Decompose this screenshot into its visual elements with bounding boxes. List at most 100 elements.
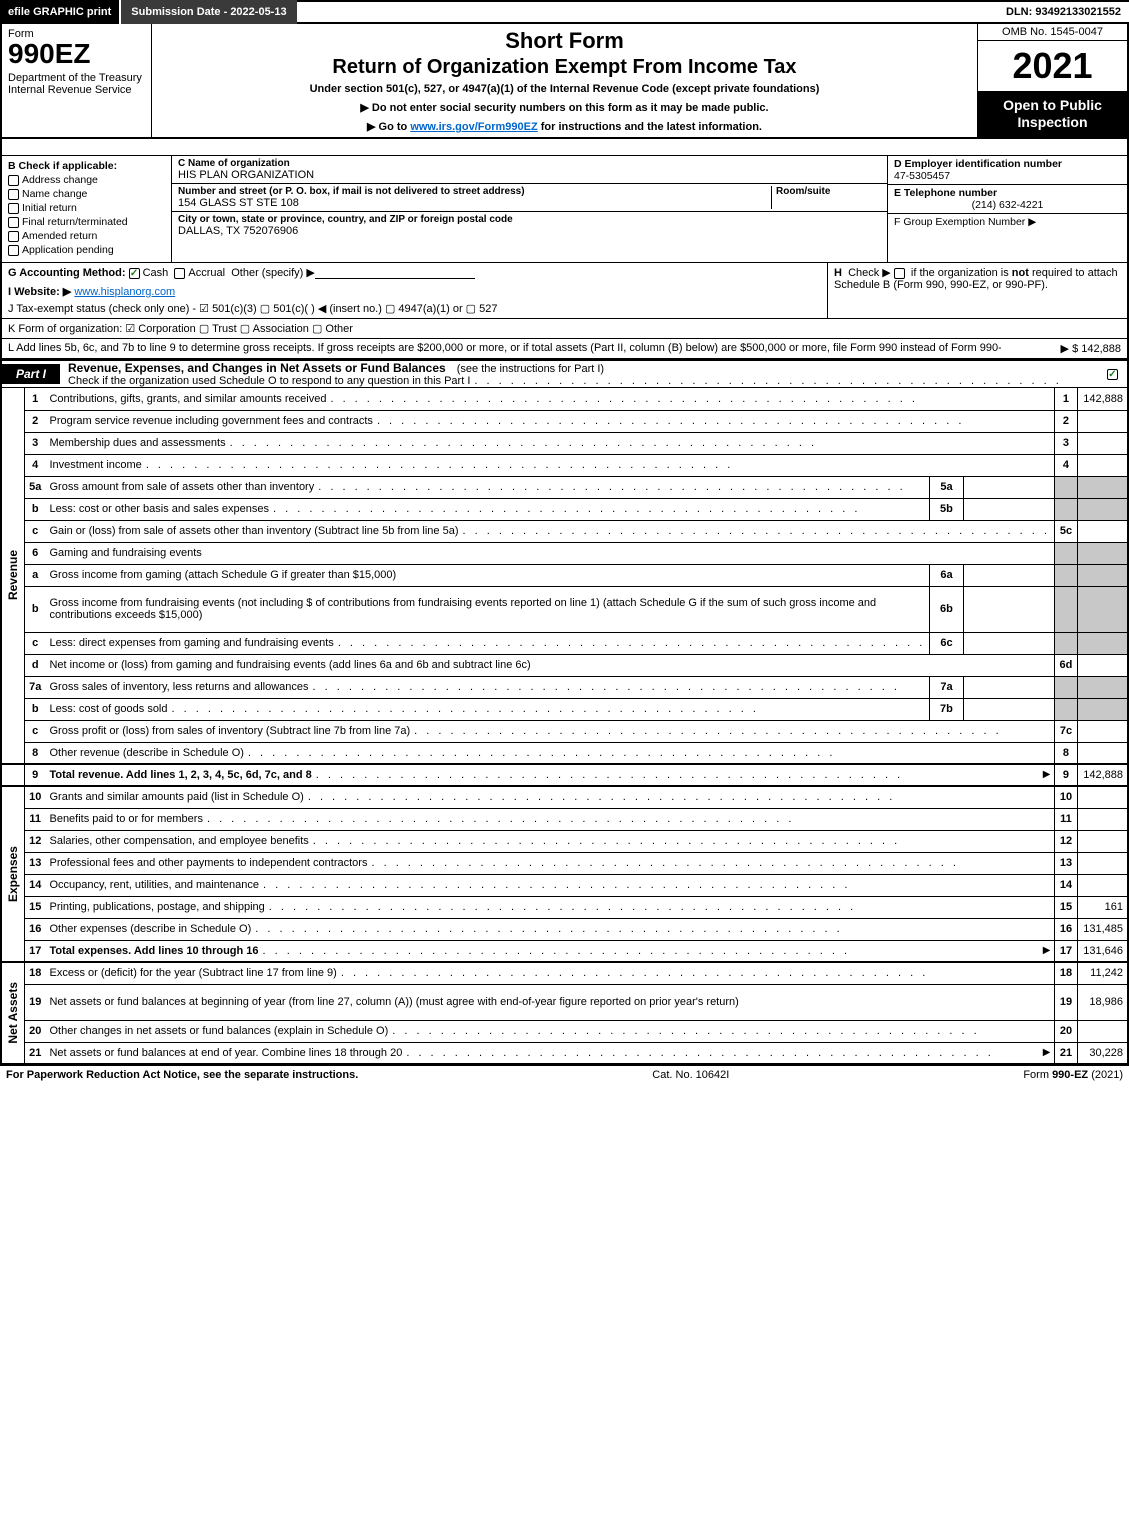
part1-title: Revenue, Expenses, and Changes in Net As… bbox=[60, 361, 446, 375]
line-k: K Form of organization: ☑ Corporation ▢ … bbox=[0, 319, 1129, 339]
short-form-title: Short Form bbox=[158, 28, 971, 54]
table-row: a Gross income from gaming (attach Sched… bbox=[1, 564, 1128, 586]
table-row: 20 Other changes in net assets or fund b… bbox=[1, 1020, 1128, 1042]
city-label: City or town, state or province, country… bbox=[178, 214, 881, 225]
table-row: b Gross income from fundraising events (… bbox=[1, 586, 1128, 632]
table-row: Net Assets 18 Excess or (deficit) for th… bbox=[1, 962, 1128, 984]
table-row: d Net income or (loss) from gaming and f… bbox=[1, 654, 1128, 676]
table-row: b Less: cost of goods sold 7b bbox=[1, 698, 1128, 720]
expenses-vlabel: Expenses bbox=[1, 786, 25, 962]
part1-header: Part I Revenue, Expenses, and Changes in… bbox=[0, 359, 1129, 388]
chk-accrual[interactable] bbox=[174, 268, 185, 279]
cash-label: Cash bbox=[143, 267, 169, 279]
table-row: 16 Other expenses (describe in Schedule … bbox=[1, 918, 1128, 940]
line-g-label: G Accounting Method: bbox=[8, 267, 126, 279]
tel-label: E Telephone number bbox=[894, 187, 1121, 199]
table-row: 4 Investment income 4 bbox=[1, 454, 1128, 476]
netassets-vlabel: Net Assets bbox=[1, 962, 25, 1064]
website-link[interactable]: www.hisplanorg.com bbox=[74, 286, 175, 298]
table-row: 8 Other revenue (describe in Schedule O)… bbox=[1, 742, 1128, 764]
rightno: 1 bbox=[1055, 388, 1077, 410]
section-b: B Check if applicable: Address change Na… bbox=[2, 156, 172, 262]
efile-print-label[interactable]: efile GRAPHIC print bbox=[0, 0, 121, 24]
line-l: L Add lines 5b, 6c, and 7b to line 9 to … bbox=[0, 339, 1129, 359]
dln-label: DLN: 93492133021552 bbox=[998, 0, 1129, 24]
top-bar: efile GRAPHIC print Submission Date - 20… bbox=[0, 0, 1129, 24]
chk-initial-return[interactable]: Initial return bbox=[8, 202, 165, 214]
table-row: c Gross profit or (loss) from sales of i… bbox=[1, 720, 1128, 742]
chk-name-change[interactable]: Name change bbox=[8, 188, 165, 200]
line-j: J Tax-exempt status (check only one) - ☑… bbox=[8, 302, 821, 315]
other-specify-input[interactable] bbox=[315, 267, 475, 279]
table-row: 5a Gross amount from sale of assets othe… bbox=[1, 476, 1128, 498]
section-c: C Name of organization HIS PLAN ORGANIZA… bbox=[172, 156, 887, 262]
page-footer: For Paperwork Reduction Act Notice, see … bbox=[0, 1065, 1129, 1084]
department-label: Department of the Treasury Internal Reve… bbox=[8, 72, 145, 96]
chk-address-change[interactable]: Address change bbox=[8, 174, 165, 186]
paperwork-notice: For Paperwork Reduction Act Notice, see … bbox=[6, 1069, 358, 1081]
ssn-warning: ▶ Do not enter social security numbers o… bbox=[158, 101, 971, 114]
table-row: 7a Gross sales of inventory, less return… bbox=[1, 676, 1128, 698]
open-to-public: Open to Public Inspection bbox=[978, 91, 1127, 137]
line-g: G Accounting Method: Cash Accrual Other … bbox=[2, 263, 827, 318]
line-desc: Contributions, gifts, grants, and simila… bbox=[49, 393, 326, 405]
table-row: Expenses 10 Grants and similar amounts p… bbox=[1, 786, 1128, 808]
ein-label: D Employer identification number bbox=[894, 158, 1121, 170]
table-row: 19 Net assets or fund balances at beginn… bbox=[1, 984, 1128, 1020]
table-row: 21 Net assets or fund balances at end of… bbox=[1, 1042, 1128, 1064]
dot-leader bbox=[474, 375, 1107, 387]
rightval: 142,888 bbox=[1077, 388, 1128, 410]
section-b-label: B Check if applicable: bbox=[8, 160, 165, 172]
group-exemption-label: F Group Exemption Number ▶ bbox=[894, 216, 1121, 228]
part1-table: Revenue 1 Contributions, gifts, grants, … bbox=[0, 388, 1129, 1065]
table-row: 14 Occupancy, rent, utilities, and maint… bbox=[1, 874, 1128, 896]
topbar-spacer bbox=[297, 0, 998, 24]
form-reference: Form 990-EZ (2021) bbox=[1023, 1069, 1123, 1081]
header-left: Form 990EZ Department of the Treasury In… bbox=[2, 24, 152, 137]
table-row: 2 Program service revenue including gove… bbox=[1, 410, 1128, 432]
line-l-amount: ▶ $ 142,888 bbox=[1001, 342, 1121, 355]
table-row: c Gain or (loss) from sale of assets oth… bbox=[1, 520, 1128, 542]
line-a-text: A For the 2021 calendar year, or tax yea… bbox=[8, 141, 481, 153]
chk-amended-return[interactable]: Amended return bbox=[8, 230, 165, 242]
identity-block: B Check if applicable: Address change Na… bbox=[0, 156, 1129, 263]
table-row: 12 Salaries, other compensation, and emp… bbox=[1, 830, 1128, 852]
irs-link[interactable]: www.irs.gov/Form990EZ bbox=[410, 121, 537, 133]
chk-application-pending[interactable]: Application pending bbox=[8, 244, 165, 256]
chk-schedule-o[interactable] bbox=[1107, 369, 1118, 380]
form-number: 990EZ bbox=[8, 40, 145, 68]
table-row: Revenue 1 Contributions, gifts, grants, … bbox=[1, 388, 1128, 410]
table-row: 3 Membership dues and assessments 3 bbox=[1, 432, 1128, 454]
part1-hint: (see the instructions for Part I) bbox=[449, 363, 604, 375]
tel-value: (214) 632-4221 bbox=[894, 199, 1121, 211]
table-row: 6 Gaming and fundraising events bbox=[1, 542, 1128, 564]
line-l-text: L Add lines 5b, 6c, and 7b to line 9 to … bbox=[8, 342, 1001, 355]
section-def: D Employer identification number 47-5305… bbox=[887, 156, 1127, 262]
line-h: H Check ▶ if the organization is not req… bbox=[827, 263, 1127, 318]
street-value: 154 GLASS ST STE 108 bbox=[178, 197, 771, 209]
lineno: 1 bbox=[25, 388, 46, 410]
street-label: Number and street (or P. O. box, if mail… bbox=[178, 186, 771, 197]
table-row: 11 Benefits paid to or for members 11 bbox=[1, 808, 1128, 830]
other-label: Other (specify) ▶ bbox=[231, 267, 315, 279]
chk-final-return[interactable]: Final return/terminated bbox=[8, 216, 165, 228]
city-value: DALLAS, TX 752076906 bbox=[178, 225, 881, 237]
goto-suffix: for instructions and the latest informat… bbox=[541, 121, 762, 133]
revenue-vlabel: Revenue bbox=[1, 388, 25, 764]
gh-row: G Accounting Method: Cash Accrual Other … bbox=[0, 263, 1129, 319]
table-row: 17 Total expenses. Add lines 10 through … bbox=[1, 940, 1128, 962]
chk-cash[interactable] bbox=[129, 268, 140, 279]
form-title: Return of Organization Exempt From Incom… bbox=[158, 56, 971, 79]
table-row: 9 Total revenue. Add lines 1, 2, 3, 4, 5… bbox=[1, 764, 1128, 786]
goto-note: ▶ Go to www.irs.gov/Form990EZ for instru… bbox=[158, 120, 971, 133]
part1-tab: Part I bbox=[2, 364, 60, 384]
form-subtitle: Under section 501(c), 527, or 4947(a)(1)… bbox=[158, 83, 971, 95]
table-row: 13 Professional fees and other payments … bbox=[1, 852, 1128, 874]
omb-number: OMB No. 1545-0047 bbox=[978, 24, 1127, 41]
org-name: HIS PLAN ORGANIZATION bbox=[178, 169, 881, 181]
chk-schedule-b[interactable] bbox=[894, 268, 905, 279]
goto-prefix: ▶ Go to bbox=[367, 121, 410, 133]
ein-value: 47-5305457 bbox=[894, 170, 1121, 182]
part1-check-line: Check if the organization used Schedule … bbox=[68, 375, 470, 387]
header-middle: Short Form Return of Organization Exempt… bbox=[152, 24, 977, 137]
